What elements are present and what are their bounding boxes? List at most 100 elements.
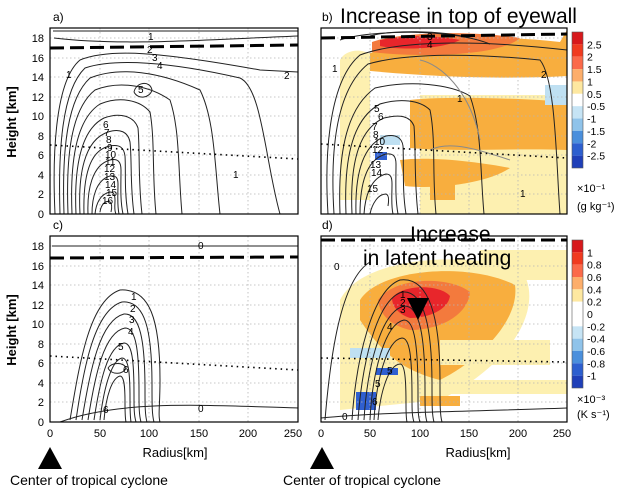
colorbar-b-unit: (g kg⁻¹): [577, 201, 615, 213]
colorbar-d-swatch: [572, 289, 583, 302]
xtick-d-200: 200: [509, 428, 527, 440]
svg-text:1: 1: [457, 94, 463, 105]
ytick-a-0: 0: [38, 209, 44, 221]
ytick-a-10: 10: [32, 111, 44, 123]
svg-text:3: 3: [427, 32, 433, 43]
svg-text:1: 1: [148, 32, 154, 43]
frame-c: [49, 235, 299, 423]
colorbar-d-swatch: [572, 326, 583, 339]
svg-text:15: 15: [106, 188, 118, 199]
frame-d: [320, 235, 568, 423]
colorbar-b-swatch: [572, 56, 583, 70]
colorbar-b-swatch: [572, 155, 583, 168]
colorbar-d-tick-label: 1: [587, 247, 593, 259]
colorbar-b-tick-label: 2.5: [587, 39, 602, 51]
tropopause-line-b: [320, 32, 568, 40]
xtick-labels-c: 0 50 100 150 200 250: [47, 428, 302, 440]
svg-text:8: 8: [106, 135, 112, 146]
ytick-c-16: 16: [32, 261, 44, 273]
colorbar-b-swatch: [572, 143, 583, 156]
svg-text:10: 10: [105, 150, 117, 161]
svg-text:2: 2: [147, 45, 153, 56]
svg-text:1: 1: [131, 292, 137, 303]
svg-text:5: 5: [138, 85, 144, 96]
xtick-d-0: 0: [318, 428, 324, 440]
colorbar-b: 2.521.510.5-0.5-1-1.5-2-2.5: [571, 31, 605, 169]
svg-text:7: 7: [372, 122, 378, 133]
svg-text:7: 7: [104, 128, 110, 139]
tropopause-line-c: [49, 255, 299, 260]
xtick-c-200: 200: [239, 428, 257, 440]
title-d-line2: in latent heating: [363, 247, 511, 270]
ylabel-a: Height [km]: [4, 86, 19, 158]
colorbar-b-tick-label: 0.5: [587, 89, 602, 101]
frame-b: [320, 27, 568, 215]
colorbar-d: 10.80.60.40.20-0.2-0.4-0.6-0.8-1: [571, 239, 605, 389]
ytick-labels-a: 0 2 4 6 8 10 12 14 16 18: [32, 33, 44, 221]
colorbar-d-swatch: [572, 264, 583, 277]
colorbar-b-tick-label: -0.5: [587, 101, 605, 113]
svg-text:5: 5: [387, 366, 393, 377]
ytick-c-8: 8: [38, 339, 44, 351]
ytick-c-2: 2: [38, 397, 44, 409]
colorbar-d-tick-label: -0.2: [587, 321, 605, 333]
svg-text:6: 6: [378, 112, 384, 123]
colorbar-d-swatch: [572, 338, 583, 351]
colorbar-b-exponent: ×10⁻¹: [577, 183, 605, 195]
xtick-c-0: 0: [47, 428, 53, 440]
xtick-d-150: 150: [460, 428, 478, 440]
center-marker-right: [310, 447, 334, 469]
colorbar-d-tick-label: 0.4: [587, 284, 602, 296]
frame-a: [49, 27, 299, 215]
svg-text:2: 2: [400, 298, 406, 309]
ytick-a-16: 16: [32, 53, 44, 65]
colorbar-d-swatch: [572, 363, 583, 376]
svg-text:2: 2: [284, 71, 290, 82]
colorbar-d-tick-label: -1: [587, 371, 596, 383]
panel-label-d: d): [322, 218, 333, 232]
ytick-a-2: 2: [38, 189, 44, 201]
svg-text:10: 10: [374, 137, 386, 148]
colorbar-d-tick-label: 0.2: [587, 297, 602, 309]
svg-text:5: 5: [374, 104, 380, 115]
ytick-c-0: 0: [38, 417, 44, 429]
svg-text:6: 6: [372, 397, 378, 408]
svg-text:1: 1: [332, 64, 338, 75]
xtick-c-250: 250: [284, 428, 302, 440]
colorbar-d-swatch: [572, 314, 583, 327]
panel-label-b: b): [322, 10, 333, 24]
svg-text:13: 13: [370, 160, 382, 171]
tropopause-line-a: [49, 43, 299, 50]
center-marker-left: [38, 447, 62, 469]
colorbar-b-tick-label: 1.5: [587, 64, 602, 76]
colorbar-b-swatch: [572, 130, 583, 144]
svg-text:14: 14: [105, 180, 117, 191]
colorbar-d-swatch: [572, 252, 583, 265]
colorbar-b-tick-label: -1: [587, 114, 596, 126]
panel-label-c: c): [53, 218, 63, 232]
colorbar-d-exponent: ×10⁻³: [577, 394, 605, 406]
svg-text:0: 0: [342, 412, 348, 423]
svg-text:16: 16: [102, 196, 114, 207]
contours-a: [53, 30, 298, 214]
colorbar-b-swatch: [572, 32, 583, 45]
colorbar-d-swatch: [572, 375, 583, 388]
colorbar-b-swatch: [572, 93, 583, 107]
colorbar-b-tick-label: 1: [587, 76, 593, 88]
contours-c: [52, 245, 298, 422]
colorbar-d-swatch: [572, 240, 583, 253]
grid-b: [321, 28, 567, 214]
contour-labels-d: 123 4 55 6 0 0: [334, 262, 406, 423]
colorbar-d-tick-label: 0.6: [587, 272, 602, 284]
colorbar-b-swatch: [572, 118, 583, 131]
colorbar-d-tick-label: -0.4: [587, 334, 605, 346]
svg-text:14: 14: [371, 168, 383, 179]
ytick-c-18: 18: [32, 241, 44, 253]
panel-c: 012 345 66 0 c) 0 2 4 6 8 10 12 14 16 18 …: [4, 218, 302, 460]
xtick-labels-d: 0 50 100 150 200 250: [318, 428, 571, 440]
svg-text:5: 5: [375, 379, 381, 390]
svg-text:0: 0: [334, 262, 340, 273]
svg-text:0: 0: [198, 241, 204, 252]
